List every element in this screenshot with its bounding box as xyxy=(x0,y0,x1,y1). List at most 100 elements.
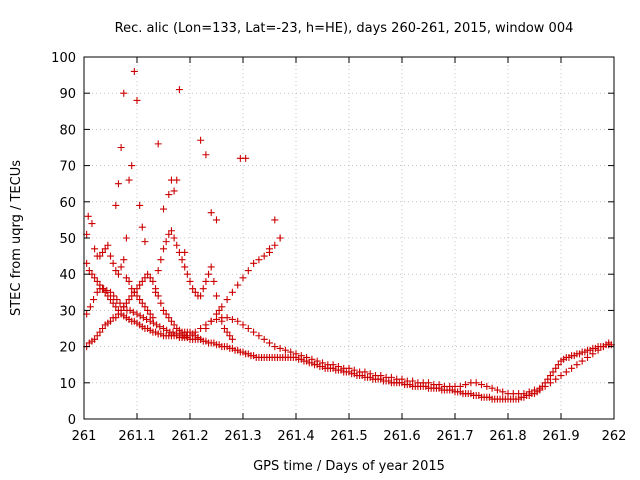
data-point xyxy=(157,299,165,307)
data-point xyxy=(499,388,507,396)
data-point xyxy=(113,296,121,304)
data-point xyxy=(366,370,374,378)
data-point xyxy=(157,256,165,264)
y-tick-label: 50 xyxy=(59,232,76,247)
x-tick-label: 261.3 xyxy=(224,429,261,444)
data-point xyxy=(281,346,289,354)
data-point xyxy=(292,350,300,358)
data-point xyxy=(99,248,107,256)
data-point xyxy=(169,328,177,336)
data-point xyxy=(205,270,213,278)
data-point xyxy=(297,352,305,360)
data-point xyxy=(133,292,141,300)
data-point xyxy=(276,234,284,242)
data-point xyxy=(91,245,99,253)
data-point xyxy=(160,245,167,253)
data-point xyxy=(122,234,130,242)
data-point xyxy=(189,285,197,293)
data-point xyxy=(605,339,613,347)
data-points xyxy=(83,67,615,403)
data-point xyxy=(488,384,496,392)
data-point xyxy=(143,315,151,323)
data-point xyxy=(109,259,117,267)
data-point xyxy=(213,292,220,300)
data-point xyxy=(181,248,189,256)
data-point xyxy=(287,348,295,356)
data-point xyxy=(120,89,128,97)
data-point xyxy=(178,256,186,264)
data-point xyxy=(129,308,137,316)
data-point xyxy=(173,176,181,184)
data-point xyxy=(223,314,231,322)
data-point xyxy=(250,259,258,267)
data-point xyxy=(160,205,167,213)
data-point xyxy=(104,241,112,249)
data-point xyxy=(578,357,586,365)
data-point xyxy=(153,321,161,329)
data-point xyxy=(218,303,226,311)
data-point xyxy=(250,328,258,336)
data-point xyxy=(493,386,501,394)
data-point xyxy=(170,187,178,195)
x-tick-label: 261.8 xyxy=(489,429,526,444)
data-point xyxy=(162,310,170,318)
data-point xyxy=(271,216,279,224)
data-point xyxy=(130,67,138,75)
data-point xyxy=(146,274,154,282)
data-point xyxy=(584,353,591,361)
data-point xyxy=(126,306,134,314)
data-point xyxy=(96,328,104,336)
data-point xyxy=(101,245,109,253)
data-point xyxy=(96,252,104,260)
data-point xyxy=(525,388,533,396)
x-tick-label: 261.2 xyxy=(171,429,208,444)
data-point xyxy=(202,151,210,159)
data-point xyxy=(594,346,602,354)
data-point xyxy=(165,191,173,199)
y-tick-label: 0 xyxy=(68,413,76,428)
data-point xyxy=(162,238,170,246)
x-axis-label: GPS time / Days of year 2015 xyxy=(253,459,445,474)
data-point xyxy=(345,364,353,372)
data-point xyxy=(562,368,570,376)
data-point xyxy=(99,285,107,293)
data-point xyxy=(133,96,141,104)
data-point xyxy=(120,256,128,264)
data-point xyxy=(234,317,242,325)
data-point xyxy=(218,317,226,325)
data-point xyxy=(435,381,443,389)
data-point xyxy=(156,323,164,331)
data-point xyxy=(329,361,337,369)
data-point xyxy=(387,373,395,381)
data-point xyxy=(239,321,247,329)
data-point xyxy=(260,335,268,343)
data-point xyxy=(228,315,236,323)
data-point xyxy=(271,343,279,351)
data-point xyxy=(141,303,149,311)
data-point xyxy=(266,245,273,253)
data-point xyxy=(197,292,205,300)
data-point xyxy=(167,317,175,325)
data-point xyxy=(165,314,173,322)
x-tick-label: 261.9 xyxy=(542,429,579,444)
data-point xyxy=(165,230,173,238)
data-point xyxy=(173,241,181,249)
data-point xyxy=(303,353,311,361)
data-point xyxy=(181,263,189,271)
data-point xyxy=(210,277,218,285)
data-point xyxy=(541,382,549,390)
y-tick-label: 100 xyxy=(51,51,76,66)
data-point xyxy=(144,270,152,278)
data-point xyxy=(136,201,144,209)
data-point xyxy=(361,368,369,376)
data-point xyxy=(462,381,470,389)
data-point xyxy=(93,277,101,285)
data-point xyxy=(197,335,205,343)
data-point xyxy=(86,303,94,311)
data-point xyxy=(136,296,144,304)
data-point xyxy=(271,241,279,249)
y-tick-label: 80 xyxy=(59,123,76,138)
data-point xyxy=(128,162,136,170)
data-point xyxy=(93,332,101,340)
